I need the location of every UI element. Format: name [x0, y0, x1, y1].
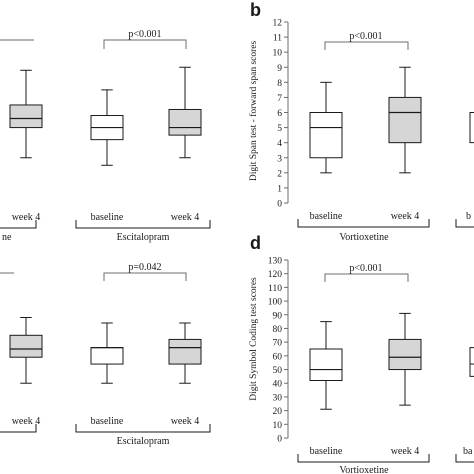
panel-b-tick-week4: week 4 — [391, 211, 420, 222]
panel-d-y-axis: 0 10 20 30 40 50 60 70 80 90 100 110 120 130 — [268, 257, 289, 445]
panel-a-boxes — [9, 66, 202, 166]
panel-d-boxes — [309, 312, 474, 410]
panel-c-box-week4-right — [168, 322, 202, 384]
panel-b-letter: b — [250, 0, 261, 20]
panel-d-y-tick-label: 80 — [273, 325, 283, 335]
panel-b-boxes — [309, 66, 474, 174]
panel-b-y-tick-label: 6 — [277, 109, 282, 119]
panel-b-box-partial — [469, 112, 474, 144]
panel-b-y-tick-label: 0 — [277, 200, 282, 210]
panel-d-sig-bracket: p<0.001 — [324, 263, 409, 282]
panel-b-box-week4-iqr — [388, 96, 422, 144]
panel-b-y-tick-label: 11 — [273, 34, 282, 44]
panel-c-tick-week4-right: week 4 — [171, 416, 200, 427]
panel-a-tick-baseline: baseline — [91, 212, 124, 223]
panel-a-group-left: ne — [2, 232, 12, 243]
panel-b-box-baseline — [309, 81, 343, 174]
panel-c-box-baseline-iqr — [90, 347, 124, 365]
panel-d-x-axis: baseline week 4 ba Vortioxetine — [297, 446, 474, 474]
panel-d-ylabel: Digit Symbol Coding test scores — [249, 277, 259, 401]
panel-a-x-axis: week 4 baseline week 4 ne Escitalopram — [0, 212, 211, 243]
panel-d-y-tick-label: 110 — [268, 284, 282, 294]
panel-b-y-tick-label: 4 — [277, 139, 282, 149]
panel-c-box-week4-left-iqr — [9, 334, 43, 358]
panel-c-tick-baseline: baseline — [91, 416, 124, 427]
panel-a-tick-week4-right: week 4 — [171, 212, 200, 223]
panel-d-y-tick-label: 120 — [268, 270, 283, 280]
panel-b-sig-label: p<0.001 — [349, 31, 382, 42]
panel-c-tick-week4-left: week 4 — [12, 416, 41, 427]
panel-d-box-baseline — [309, 321, 343, 410]
panel-b-tick-partial: b — [466, 211, 471, 222]
panel-a-group-right: Escitalopram — [117, 232, 170, 243]
panel-d-tick-baseline: baseline — [310, 446, 343, 457]
panel-b-tick-baseline: baseline — [310, 211, 343, 222]
panel-b-y-tick-label: 1 — [277, 184, 282, 194]
panel-b-group-label: Vortioxetine — [339, 232, 389, 243]
panel-b: b Digit Span test - forward span scores … — [248, 0, 474, 243]
panel-a: p<0.001 week 4 baseline week 4 ne Escita… — [0, 29, 211, 243]
panel-d-y-tick-label: 70 — [273, 339, 283, 349]
panel-a-box-baseline — [90, 89, 124, 166]
panel-d-y-tick-label: 20 — [273, 407, 283, 417]
panel-b-y-tick-label: 3 — [277, 154, 282, 164]
panel-b-x-axis: baseline week 4 b Vortioxetine — [297, 211, 474, 243]
panel-d-y-tick-label: 30 — [273, 393, 283, 403]
panel-d-y-tick-label: 0 — [277, 435, 282, 445]
panel-c-box-baseline — [90, 322, 124, 384]
panel-b-box-week4 — [388, 66, 422, 174]
panel-c: p=0.042 week 4 baseline week 4 Escitalop… — [0, 262, 211, 447]
panel-c-box-week4-right-iqr — [168, 338, 202, 365]
panel-d-letter: d — [250, 233, 261, 253]
panel-d-group-label: Vortioxetine — [339, 465, 389, 474]
panel-b-y-tick-label: 9 — [277, 64, 282, 74]
panel-b-y-tick-label: 8 — [277, 79, 282, 89]
panel-c-boxes — [9, 317, 202, 384]
panel-a-box-week4-right-iqr — [168, 108, 202, 136]
panel-d-tick-partial: ba — [463, 446, 473, 457]
panel-b-y-tick-label: 7 — [277, 94, 282, 104]
panel-d-y-tick-label: 100 — [268, 298, 283, 308]
panel-d-box-baseline-iqr — [309, 348, 343, 381]
panel-a-sig-label: p<0.001 — [128, 29, 161, 40]
panel-d-y-tick-label: 40 — [273, 380, 283, 390]
panel-a-box-week4-left-iqr — [9, 104, 43, 129]
panel-b-y-tick-label: 10 — [273, 49, 283, 59]
panel-c-group-right: Escitalopram — [117, 436, 170, 447]
panel-a-tick-week4-left: week 4 — [12, 212, 41, 223]
panel-a-box-week4-right — [168, 66, 202, 159]
panel-c-sig-bracket: p=0.042 — [0, 262, 187, 281]
panel-c-x-axis: week 4 baseline week 4 Escitalopram — [0, 416, 211, 447]
panel-a-box-week4-left — [9, 69, 43, 159]
panel-d-sig-label: p<0.001 — [349, 263, 382, 274]
panel-d: d Digit Symbol Coding test scores 0 10 20 3… — [249, 233, 474, 474]
panel-d-y-tick-label: 60 — [273, 352, 283, 362]
panel-d-y-tick-label: 10 — [273, 421, 283, 431]
panel-a-sig-bracket: p<0.001 — [0, 29, 187, 49]
panel-d-box-week4-iqr — [388, 338, 422, 371]
panel-b-y-tick-label: 2 — [277, 169, 282, 179]
panel-b-y-tick-label: 12 — [273, 19, 283, 29]
panel-b-box-baseline-iqr — [309, 112, 343, 159]
panel-b-sig-bracket: p<0.001 — [324, 31, 409, 50]
panel-c-sig-label: p=0.042 — [128, 262, 161, 273]
panel-d-y-tick-label: 50 — [273, 366, 283, 376]
panel-b-y-tick-label: 5 — [277, 124, 282, 134]
panel-d-y-tick-label: 90 — [273, 311, 283, 321]
panel-c-box-week4-left — [9, 317, 43, 384]
panel-b-ylabel: Digit Span test - forward span scores — [248, 41, 259, 182]
panel-d-tick-week4: week 4 — [391, 446, 420, 457]
panel-d-box-partial — [469, 347, 474, 377]
panel-d-box-week4 — [388, 312, 422, 406]
panel-d-y-tick-label: 130 — [268, 257, 283, 267]
